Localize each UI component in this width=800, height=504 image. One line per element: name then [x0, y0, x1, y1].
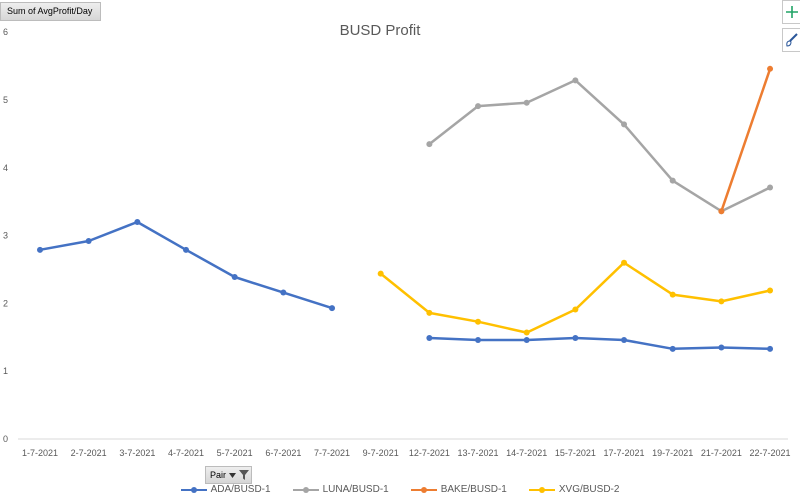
legend-swatch: [410, 486, 437, 494]
x-tick-label: 13-7-2021: [458, 448, 499, 458]
chart-styles-button[interactable]: [782, 28, 800, 52]
series-line: [720, 67, 772, 213]
series-line: [38, 220, 334, 310]
data-point: [718, 344, 725, 351]
data-point: [523, 99, 530, 106]
data-point: [280, 289, 287, 296]
legend-swatch: [528, 486, 555, 494]
data-point: [377, 270, 384, 277]
x-tick-label: 4-7-2021: [168, 448, 204, 458]
data-point: [475, 337, 482, 344]
x-tick-label: 1-7-2021: [22, 448, 58, 458]
pair-filter-button[interactable]: Pair: [205, 466, 253, 484]
data-point: [523, 329, 530, 336]
x-tick-label: 7-7-2021: [314, 448, 350, 458]
x-tick-label: 12-7-2021: [409, 448, 450, 458]
data-point: [183, 246, 190, 253]
y-tick-label: 5: [3, 95, 8, 105]
y-tick-label: 2: [3, 298, 8, 308]
data-point: [134, 219, 141, 226]
data-point: [669, 345, 676, 352]
y-tick-label: 6: [3, 27, 8, 37]
chart-elements-button[interactable]: [782, 0, 800, 24]
x-tick-label: 19-7-2021: [652, 448, 693, 458]
legend-swatch: [292, 486, 319, 494]
legend-entry: BAKE/BUSD-1: [410, 484, 507, 495]
data-point: [621, 337, 628, 344]
chart-legend: ADA/BUSD-1 LUNA/BUSD-1 BAKE/BUSD-1 XVG/BUSD…: [0, 484, 800, 495]
x-tick-label: 6-7-2021: [265, 448, 301, 458]
series-line: [379, 261, 772, 334]
data-point: [475, 103, 482, 110]
filter-icon: [239, 470, 250, 480]
y-tick-label: 3: [3, 231, 8, 241]
x-tick-label: 15-7-2021: [555, 448, 596, 458]
x-tick-label: 22-7-2021: [750, 448, 791, 458]
paintbrush-icon: [786, 33, 798, 47]
data-point: [621, 259, 628, 266]
data-point: [767, 65, 774, 72]
x-tick-label: 21-7-2021: [701, 448, 742, 458]
legend-entry: ADA/BUSD-1: [180, 484, 271, 495]
data-point: [572, 306, 579, 313]
data-point: [621, 121, 628, 128]
data-point: [572, 334, 579, 341]
legend-label: BAKE/BUSD-1: [440, 484, 507, 495]
plus-icon: [786, 6, 798, 18]
data-point: [426, 334, 433, 341]
x-tick-label: 2-7-2021: [71, 448, 107, 458]
data-point: [572, 77, 579, 84]
legend-label: XVG/BUSD-2: [558, 484, 620, 495]
data-point: [523, 337, 530, 344]
y-tick-label: 4: [3, 163, 8, 173]
data-point: [37, 246, 43, 253]
data-point: [85, 238, 92, 245]
legend-label: LUNA/BUSD-1: [322, 484, 389, 495]
data-point: [426, 141, 433, 148]
chart-title: BUSD Profit: [339, 22, 421, 39]
x-tick-label: 5-7-2021: [217, 448, 253, 458]
data-point: [718, 298, 725, 305]
dropdown-arrow-icon: [229, 472, 237, 478]
x-tick-label: 9-7-2021: [363, 448, 399, 458]
data-point: [669, 177, 676, 184]
legend-entry: XVG/BUSD-2: [528, 484, 620, 495]
data-point: [475, 318, 482, 325]
data-point: [767, 184, 774, 191]
value-field-button[interactable]: Sum of AvgProfit/Day: [0, 2, 102, 21]
legend-entry: LUNA/BUSD-1: [292, 484, 389, 495]
data-point: [426, 309, 433, 316]
data-point: [329, 305, 336, 312]
data-point: [767, 345, 774, 352]
data-point: [718, 208, 725, 215]
x-tick-label: 14-7-2021: [506, 448, 547, 458]
y-tick-label: 1: [3, 366, 8, 376]
data-point: [231, 273, 238, 280]
pair-filter-label: Pair: [210, 470, 227, 480]
data-point: [767, 287, 774, 294]
y-tick-label: 0: [3, 434, 8, 444]
legend-swatch: [180, 486, 207, 494]
data-point: [669, 291, 676, 298]
x-tick-label: 17-7-2021: [604, 448, 645, 458]
series-line: [428, 79, 772, 213]
x-tick-label: 3-7-2021: [119, 448, 155, 458]
legend-label: ADA/BUSD-1: [210, 484, 271, 495]
series-line: [428, 336, 772, 351]
